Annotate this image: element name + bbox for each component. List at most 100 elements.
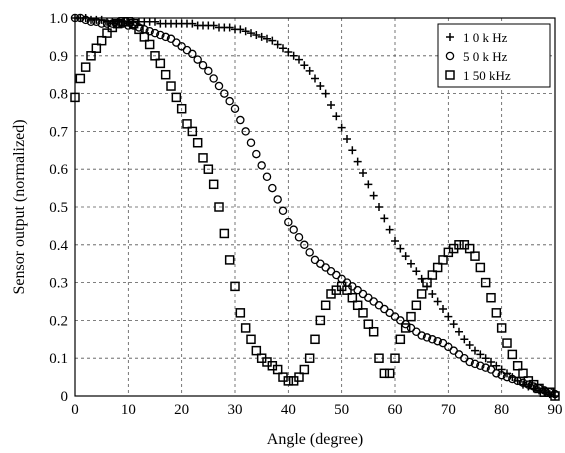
data-point-square	[155, 58, 166, 69]
data-point-square	[134, 24, 144, 35]
data-point-circle	[209, 74, 218, 83]
data-point-circle	[188, 49, 197, 59]
data-point-square	[240, 323, 251, 333]
data-point-plus	[279, 44, 287, 53]
x-tick-label: 60	[388, 402, 403, 418]
data-point-square	[192, 137, 203, 148]
data-point-circle	[294, 232, 304, 242]
data-point-square	[80, 62, 91, 72]
data-point-square	[342, 285, 352, 295]
data-point-circle	[220, 89, 229, 98]
data-point-plus	[391, 237, 399, 246]
data-point-circle	[161, 32, 170, 42]
data-point-circle	[502, 372, 512, 382]
data-point-plus	[268, 36, 277, 45]
data-point-circle	[518, 378, 528, 388]
x-tick-labels: 0 10 20 30 40 50 60 70 80 90	[71, 402, 562, 418]
data-point-circle	[241, 127, 250, 136]
data-point-square	[203, 164, 214, 174]
data-point-square	[102, 28, 112, 38]
data-point-circle	[470, 359, 480, 369]
data-point-circle	[225, 96, 234, 106]
data-point-plus	[487, 357, 495, 366]
data-point-square	[219, 228, 230, 239]
data-point-plus	[471, 346, 479, 355]
data-point-plus	[433, 297, 442, 306]
data-point-plus	[396, 244, 405, 253]
data-point-circle	[433, 336, 442, 346]
data-point-square	[96, 35, 107, 46]
data-point-plus	[241, 27, 250, 36]
data-point-square	[139, 32, 150, 42]
y-tick-label: 1.0	[49, 11, 68, 27]
data-point-circle	[492, 369, 501, 378]
data-point-plus	[353, 157, 362, 166]
data-point-circle	[97, 19, 106, 28]
data-point-square	[251, 345, 262, 356]
data-point-circle	[252, 149, 261, 159]
data-point-plus	[407, 259, 415, 268]
data-point-square	[304, 353, 315, 363]
legend-label: 1 0 k Hz	[463, 30, 508, 45]
y-tick-label: 0.7	[49, 124, 68, 140]
data-point-square	[310, 334, 320, 345]
x-tick-label: 30	[228, 402, 243, 418]
y-tick-label: 0.4	[49, 238, 68, 254]
data-point-square	[432, 262, 443, 273]
data-point-circle	[273, 195, 282, 204]
data-point-square	[384, 368, 395, 379]
data-point-square	[352, 300, 363, 311]
data-point-plus	[311, 74, 319, 83]
data-point-square	[75, 73, 86, 84]
y-tick-label: 0.5	[49, 200, 68, 216]
x-tick-label: 0	[71, 402, 79, 418]
data-point-plus	[252, 31, 261, 40]
data-point-circle	[428, 335, 437, 344]
data-point-square	[86, 51, 96, 61]
data-point-plus	[316, 82, 325, 91]
data-point-plus	[428, 289, 437, 298]
data-point-square	[272, 364, 283, 375]
data-point-square	[187, 126, 198, 137]
data-point-circle	[236, 115, 245, 125]
data-point-circle	[193, 55, 202, 64]
y-tick-label: 0.2	[49, 313, 68, 329]
data-point-square	[406, 311, 416, 322]
data-point-plus	[321, 89, 330, 98]
x-tick-label: 90	[548, 402, 563, 418]
data-point-circle	[305, 248, 314, 257]
data-point-square	[427, 270, 438, 280]
legend-marker-square-icon	[445, 70, 455, 80]
data-point-plus	[300, 61, 309, 70]
data-point-square	[502, 338, 512, 348]
data-point-plus	[481, 354, 490, 363]
data-point-square	[150, 51, 160, 61]
data-point-circle	[214, 81, 224, 91]
data-point-square	[208, 179, 219, 190]
data-point-circle	[268, 183, 277, 193]
data-point-plus	[263, 34, 271, 43]
y-tick-labels: 0 0.1 0.2 0.3 0.4 0.5 0.6 0.7 0.8 0.9 1.0	[49, 11, 68, 405]
data-point-circle	[262, 172, 272, 182]
data-point-square	[411, 300, 422, 311]
data-point-plus	[337, 123, 346, 132]
data-point-square	[198, 153, 208, 163]
data-point-plus	[236, 25, 245, 34]
x-axis-title: Angle (degree)	[267, 431, 363, 448]
data-point-plus	[289, 51, 298, 60]
data-point-circle	[145, 26, 154, 36]
y-tick-label: 0.9	[49, 49, 68, 65]
data-point-square	[422, 277, 432, 288]
series-square	[70, 17, 560, 401]
data-point-circle	[513, 376, 522, 386]
x-tick-label: 10	[121, 402, 136, 418]
y-axis-title: Sensor output (normalized)	[11, 119, 28, 294]
data-point-square	[395, 334, 406, 345]
data-point-square	[475, 262, 486, 273]
data-point-square	[374, 353, 384, 363]
data-point-square	[507, 349, 518, 360]
data-point-circle	[417, 331, 426, 340]
x-tick-label: 70	[441, 402, 456, 418]
data-point-square	[320, 300, 331, 311]
